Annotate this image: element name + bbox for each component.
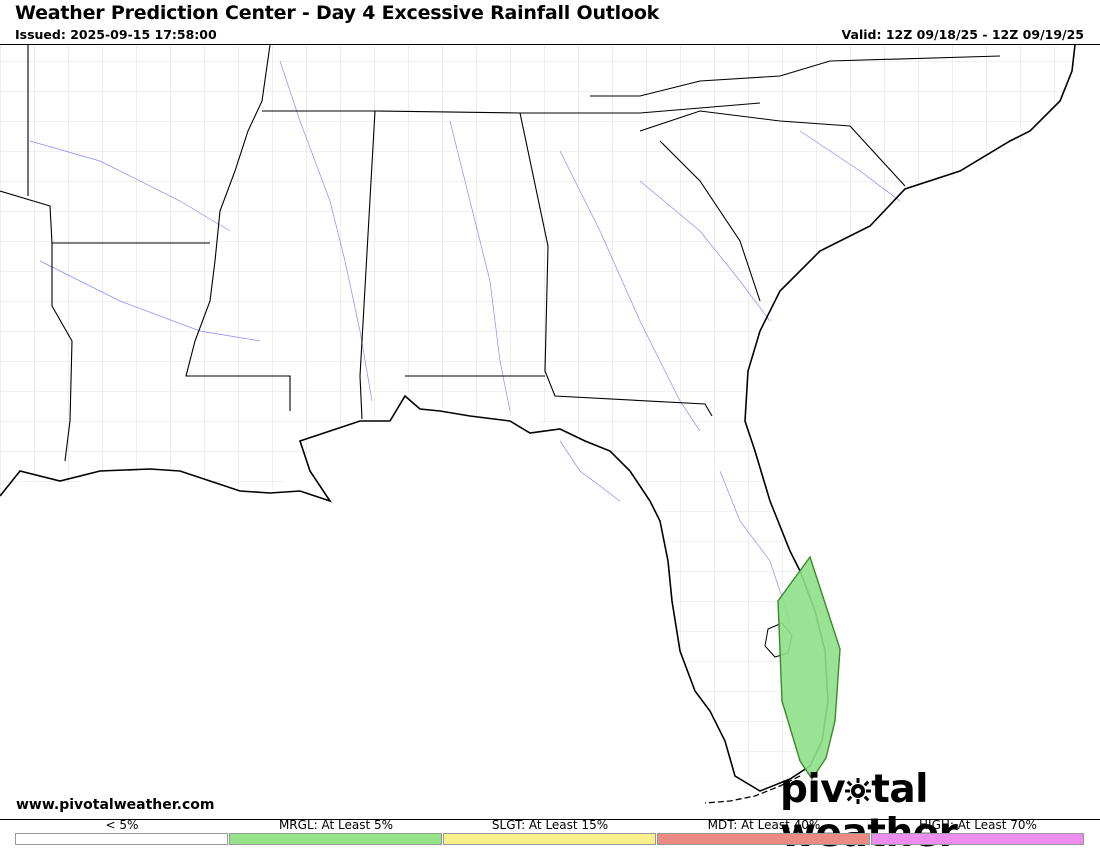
logo-text-start: piv (780, 767, 846, 812)
florida-keys (704, 775, 801, 804)
sun-gear-icon (845, 770, 872, 804)
valid-period: Valid: 12Z 09/18/25 - 12Z 09/19/25 (841, 27, 1084, 42)
land-area (0, 45, 1075, 791)
legend-label-mrgl: MRGL: At Least 5% (278, 818, 394, 832)
mrgl-risk-area[interactable] (777, 555, 841, 781)
legend-label-slgt: SLGT: At Least 15% (491, 818, 609, 832)
coastline (0, 45, 1076, 792)
map-panel[interactable] (0, 44, 1100, 820)
legend-swatch-mrgl (229, 833, 442, 845)
legend-label-none: < 5% (105, 818, 139, 832)
state-borders (0, 45, 1001, 462)
legend-swatch-slgt (443, 833, 656, 845)
legend-label-mdt: MDT: At Least 40% (707, 818, 821, 832)
risk-legend: < 5% MRGL: At Least 5% SLGT: At Least 15… (15, 818, 1084, 846)
map-title: Weather Prediction Center - Day 4 Excess… (15, 2, 660, 24)
site-url[interactable]: www.pivotalweather.com (16, 797, 215, 813)
map-svg (0, 45, 1076, 804)
legend-swatch-high (871, 833, 1084, 845)
legend-swatch-none (15, 833, 228, 845)
issued-time: Issued: 2025-09-15 17:58:00 (15, 27, 217, 42)
legend-label-high: HIGH: At Least 70% (919, 818, 1037, 832)
legend-swatch-mdt (657, 833, 870, 845)
